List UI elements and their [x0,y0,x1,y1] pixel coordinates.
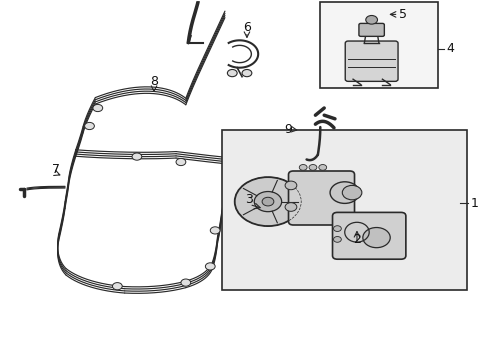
Circle shape [333,226,341,231]
Circle shape [342,185,361,200]
Circle shape [176,158,185,166]
Circle shape [254,192,281,212]
Text: 8: 8 [150,75,158,87]
FancyBboxPatch shape [358,23,384,36]
Circle shape [333,237,341,242]
Text: 3: 3 [245,193,253,206]
Circle shape [285,181,296,190]
Text: 4: 4 [445,42,453,55]
FancyBboxPatch shape [345,41,397,81]
Text: 9: 9 [284,123,292,136]
Circle shape [318,165,326,170]
Circle shape [84,122,94,130]
Circle shape [308,165,316,170]
FancyBboxPatch shape [332,212,405,259]
Circle shape [227,69,237,77]
Text: 5: 5 [399,8,407,21]
Text: 1: 1 [469,197,477,210]
Circle shape [205,263,215,270]
Circle shape [365,15,377,24]
Bar [222,130,466,290]
Bar [320,2,437,88]
Text: 6: 6 [243,21,250,33]
Circle shape [299,165,306,170]
Circle shape [132,153,142,160]
Circle shape [181,279,190,286]
Circle shape [285,203,296,211]
FancyBboxPatch shape [288,171,354,225]
Circle shape [362,228,389,248]
Text: 7: 7 [52,163,60,176]
Circle shape [93,104,102,112]
Circle shape [210,227,220,234]
Circle shape [262,197,273,206]
Circle shape [112,283,122,290]
Text: 2: 2 [352,233,360,246]
Circle shape [329,182,359,203]
Circle shape [242,69,251,77]
Circle shape [234,177,301,226]
